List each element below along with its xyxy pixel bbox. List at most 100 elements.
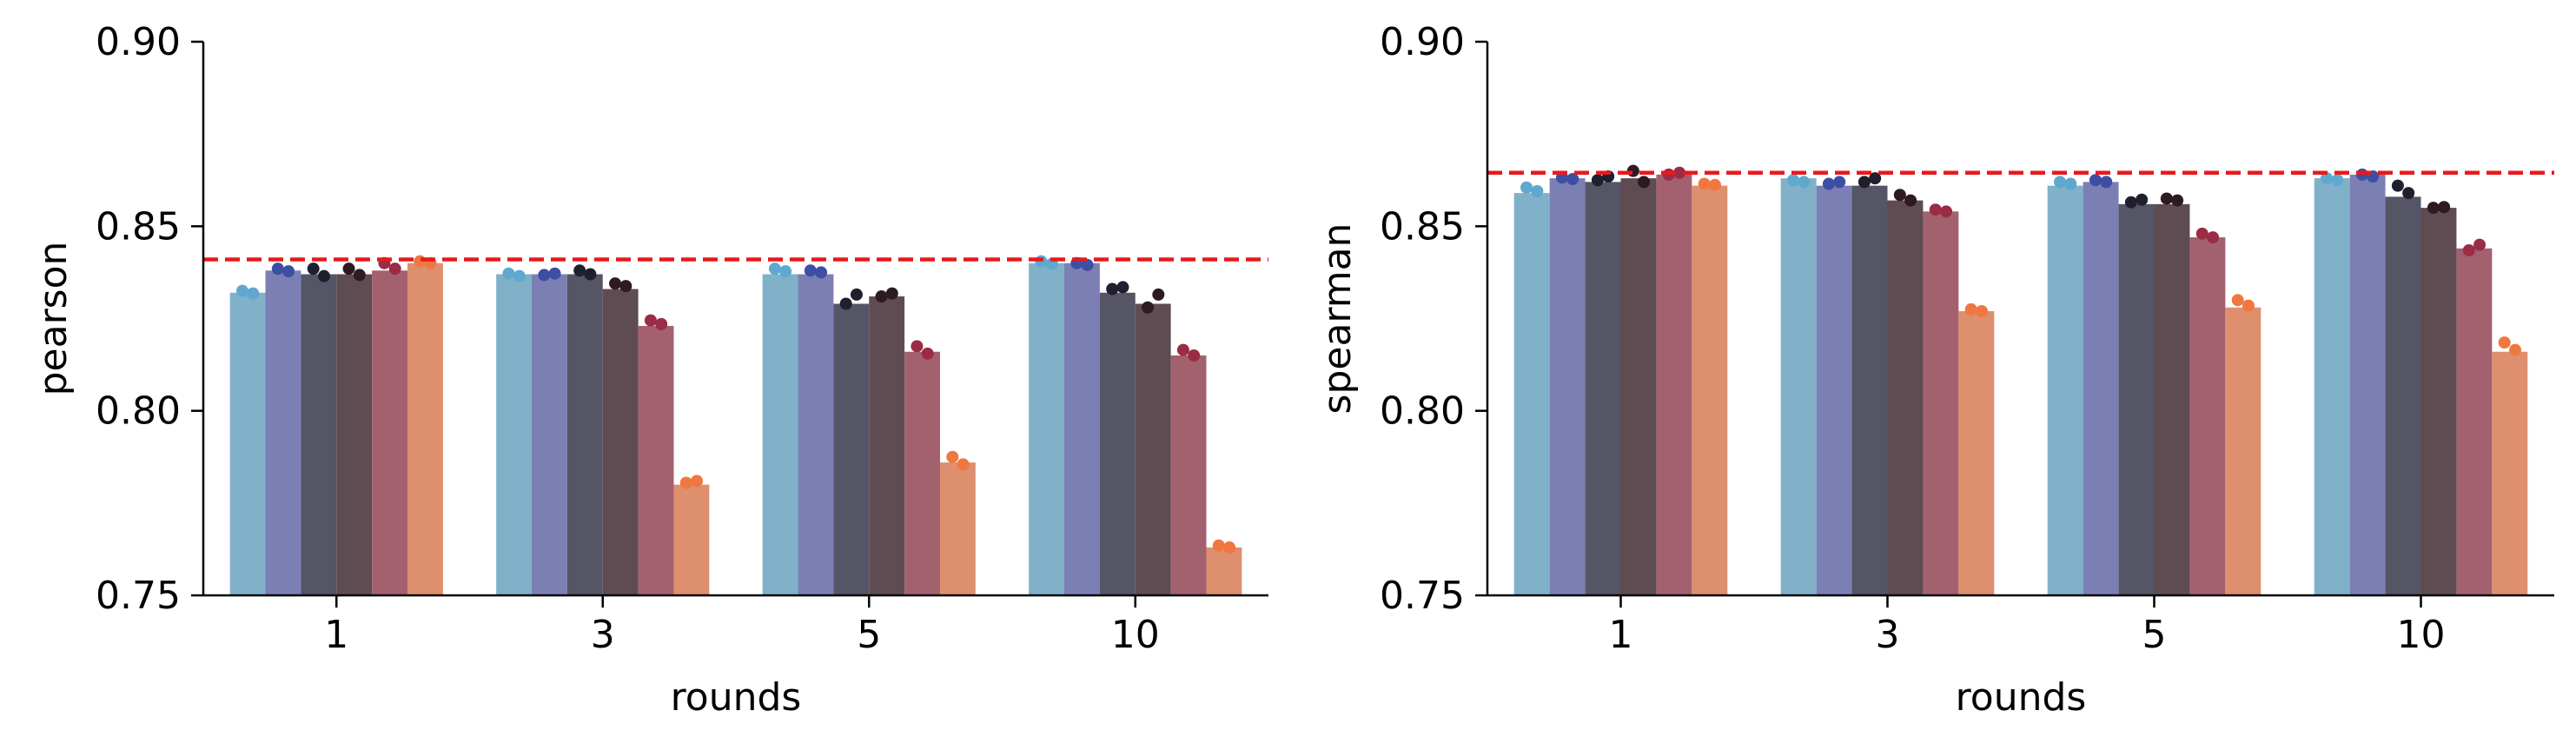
data-point [1869,172,1882,185]
bar [1780,178,1817,595]
data-point [2100,176,2113,189]
data-point [1940,205,1953,218]
data-point [1787,174,1800,187]
data-point [839,297,852,310]
bar [407,262,443,595]
bar [2118,203,2155,595]
data-point [1673,166,1686,179]
data-point [1081,258,1094,271]
x-tick-label: 10 [1111,613,1160,657]
x-axis-label: rounds [1956,675,2087,720]
data-point [353,269,366,282]
y-tick-label: 0.75 [96,574,181,618]
bar [532,274,567,595]
bar [1656,174,1692,595]
data-point [2438,201,2451,214]
bar [1692,185,1728,595]
bar [1170,355,1207,595]
data-point [1708,178,1721,191]
data-point [875,290,888,303]
data-point [2242,299,2255,312]
data-point [850,288,863,301]
data-point [282,265,295,278]
x-tick-label: 1 [1609,613,1633,657]
bar [2456,248,2493,595]
data-point [2321,172,2334,185]
data-point [2508,343,2521,356]
data-point [271,262,284,276]
data-point [1798,176,1811,189]
data-point [2054,176,2067,189]
data-point [2462,243,2475,256]
data-point [2427,202,2440,215]
data-point [779,265,792,278]
bar [1206,547,1242,595]
data-point [538,269,551,282]
data-point [2231,294,2244,307]
y-tick-label: 0.90 [96,20,181,64]
data-point [573,264,586,277]
data-point [1223,541,1236,554]
data-point [1964,302,1977,316]
bar [1851,185,1888,595]
data-point [1152,288,1165,301]
data-point [2331,174,2344,187]
x-tick-label: 3 [1876,613,1900,657]
bar [904,351,940,595]
data-point [885,287,898,300]
data-point [619,280,632,293]
data-point [1106,282,1119,296]
y-tick-label: 0.80 [96,389,181,434]
bar [265,270,301,595]
data-point [1929,203,1942,216]
bar [1099,292,1136,595]
bar [1585,182,1621,595]
data-point [2089,174,2102,187]
data-point [1116,281,1129,294]
bar [1816,185,1852,595]
bar [301,274,337,595]
bar [2047,185,2083,595]
data-point [1176,343,1189,356]
bar [2154,203,2190,595]
pearson-chart-panel: 0.75 0.80 0.85 0.90 1 3 5 10 rounds pearson [31,20,1268,720]
bar [496,274,533,595]
bar [1513,193,1550,596]
data-point [584,268,597,281]
bar [566,274,603,595]
bar [2225,307,2261,595]
x-tick-label: 5 [857,613,881,657]
y-tick-label: 0.90 [1380,20,1465,64]
data-point [815,266,828,279]
data-point [1638,176,1651,189]
bar [2492,351,2528,595]
bar [2314,178,2350,595]
data-point [768,262,781,276]
bar [2189,237,2226,595]
bar [2083,182,2119,595]
data-point [1520,181,1533,194]
bar [1620,178,1657,595]
data-point [2498,336,2511,349]
data-point [1188,349,1201,362]
data-point [2064,177,2077,190]
data-point [2402,187,2415,200]
bar [1064,262,1100,595]
data-point [691,475,704,488]
data-point [1566,172,1579,185]
bar [798,274,834,595]
data-point [1142,301,1155,314]
bar [833,303,870,595]
data-point [946,450,959,463]
data-point [957,458,970,471]
data-point [679,476,692,489]
data-point [2391,179,2404,192]
spearman-chart-panel: 0.75 0.80 0.85 0.90 1 3 5 10 rounds spearman [1315,20,2554,720]
data-point [1212,539,1225,552]
x-tick-label: 5 [2142,613,2167,657]
data-point [1531,184,1544,197]
data-point [317,269,330,282]
data-point [2136,193,2149,206]
data-point [388,262,401,276]
bar [2420,208,2457,595]
